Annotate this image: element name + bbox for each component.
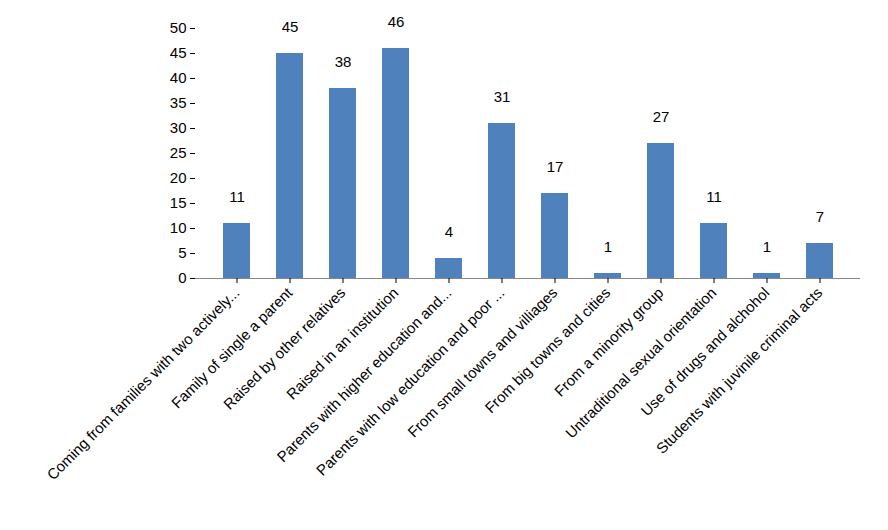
svg-text:30: 30 bbox=[170, 119, 187, 136]
svg-text:Students with juvinile crimina: Students with juvinile criminal acts bbox=[653, 284, 826, 457]
svg-text:Parents with higher education: Parents with higher education and... bbox=[273, 283, 455, 466]
svg-text:1: 1 bbox=[763, 238, 771, 255]
svg-text:From a minority group: From a minority group bbox=[550, 283, 667, 400]
svg-text:35: 35 bbox=[170, 94, 187, 111]
svg-text:40: 40 bbox=[170, 69, 187, 86]
svg-text:1: 1 bbox=[604, 238, 612, 255]
svg-text:31: 31 bbox=[494, 88, 511, 105]
svg-text:17: 17 bbox=[547, 158, 564, 175]
svg-text:Coming from families with two: Coming from families with two actively..… bbox=[43, 284, 242, 483]
svg-text:50: 50 bbox=[170, 19, 187, 36]
svg-text:10: 10 bbox=[170, 219, 187, 236]
svg-text:5: 5 bbox=[178, 244, 186, 261]
svg-text:Untraditional sexual orientati: Untraditional sexual orientation bbox=[561, 283, 720, 442]
svg-text:Parents with low education and: Parents with low education and poor ... bbox=[313, 284, 508, 479]
svg-text:45: 45 bbox=[170, 44, 187, 61]
svg-text:27: 27 bbox=[653, 108, 670, 125]
svg-text:15: 15 bbox=[170, 194, 187, 211]
svg-text:4: 4 bbox=[445, 223, 453, 240]
svg-text:25: 25 bbox=[170, 144, 187, 161]
svg-text:Raised by other relatives: Raised by other relatives bbox=[219, 283, 349, 413]
svg-text:Use of drugs and alchohol: Use of drugs and alchohol bbox=[637, 283, 773, 420]
svg-text:20: 20 bbox=[170, 169, 187, 186]
svg-text:11: 11 bbox=[229, 188, 245, 205]
svg-text:0: 0 bbox=[178, 269, 186, 286]
svg-text:38: 38 bbox=[335, 53, 352, 70]
svg-text:11: 11 bbox=[706, 188, 722, 205]
svg-text:From small towns and villiages: From small towns and villiages bbox=[404, 283, 561, 441]
svg-text:7: 7 bbox=[816, 208, 824, 225]
svg-text:From big towns and cities: From big towns and cities bbox=[481, 283, 614, 417]
svg-text:Family of single a parent: Family of single a parent bbox=[167, 283, 296, 412]
svg-text:Raised in an institution: Raised in an institution bbox=[282, 283, 402, 403]
svg-text:46: 46 bbox=[388, 13, 405, 30]
svg-text:45: 45 bbox=[282, 18, 299, 35]
